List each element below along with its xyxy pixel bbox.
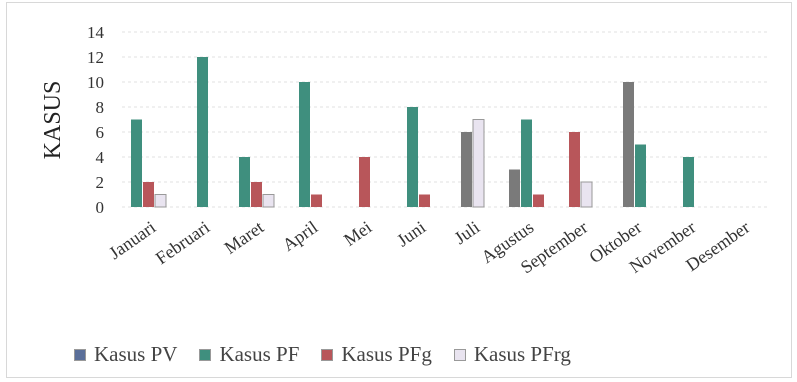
x-tick-label: Mei	[340, 217, 375, 250]
y-tick-label: 14	[87, 23, 105, 42]
bar-juli-kasus-pv	[461, 132, 472, 207]
bar-juni-kasus-pf	[407, 107, 418, 207]
bar-januari-kasus-pfg	[143, 182, 154, 207]
legend-label-pf: Kasus PF	[219, 342, 300, 366]
bar-september-kasus-pfg	[569, 132, 580, 207]
x-tick-label: Juli	[451, 217, 484, 248]
bar-oktober-kasus-pv	[623, 82, 634, 207]
bar-agustus-kasus-pf	[521, 119, 532, 207]
legend-item-pfrg: Kasus PFrg	[453, 342, 571, 367]
bar-mei-kasus-pfg	[359, 157, 370, 207]
y-tick-label: 12	[87, 48, 104, 67]
bar-maret-kasus-pf	[239, 157, 250, 207]
bar-januari-kasus-pf	[131, 119, 142, 207]
bar-maret-kasus-pfg	[251, 182, 262, 207]
legend-label-pfrg: Kasus PFrg	[473, 342, 571, 366]
bar-maret-kasus-pfrg	[262, 194, 275, 208]
y-tick-label: 0	[96, 198, 105, 217]
x-tick-label: April	[279, 217, 322, 255]
legend-swatch-pfrg	[453, 348, 466, 361]
legend-label-pv: Kasus PV	[94, 342, 178, 366]
bar-september-kasus-pfrg	[580, 181, 593, 208]
bar-april-kasus-pf	[299, 82, 310, 207]
legend-label-pfg: Kasus PFg	[341, 342, 432, 366]
legend-swatch-pf	[199, 348, 212, 361]
legend-swatch-pfg	[321, 348, 334, 361]
bar-juli-kasus-pfrg	[472, 119, 485, 208]
y-tick-label: 2	[96, 173, 105, 192]
legend-item-pf: Kasus PF	[199, 342, 299, 367]
bar-agustus-kasus-pv	[509, 169, 520, 207]
x-tick-label: Januari	[105, 217, 159, 263]
x-tick-label: Maret	[221, 217, 268, 258]
legend: Kasus PV Kasus PF Kasus PFg Kasus PFrg	[74, 342, 571, 367]
y-tick-label: 6	[96, 123, 105, 142]
legend-swatch-pv	[74, 348, 86, 361]
y-tick-label: 10	[87, 73, 104, 92]
bar-april-kasus-pfg	[311, 194, 322, 207]
chart-frame	[6, 2, 792, 378]
x-tick-label: Juni	[393, 217, 429, 251]
bar-oktober-kasus-pf	[635, 144, 646, 207]
bar-juni-kasus-pfg	[419, 194, 430, 207]
legend-item-pv: Kasus PV	[74, 342, 177, 367]
bar-februari-kasus-pf	[197, 57, 208, 207]
x-tick-label: Februari	[152, 217, 213, 268]
y-tick-label: 4	[96, 148, 105, 167]
legend-item-pfg: Kasus PFg	[321, 342, 432, 367]
bar-november-kasus-pf	[683, 157, 694, 207]
y-tick-label: 8	[96, 98, 105, 117]
y-axis-title: KASUS	[40, 81, 66, 160]
bar-januari-kasus-pfrg	[154, 194, 167, 208]
bar-agustus-kasus-pfg	[533, 194, 544, 207]
